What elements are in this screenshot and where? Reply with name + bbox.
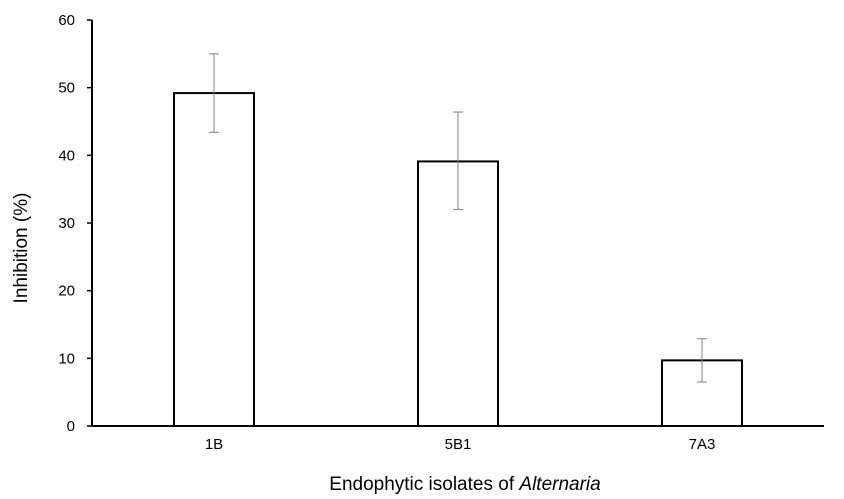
error-bar-5B1: [453, 111, 463, 210]
y-tick-label: 50: [58, 80, 75, 97]
x-tick-label-1B: 1B: [205, 436, 223, 453]
error-bars-group: [209, 53, 707, 383]
error-bar-7A3: [697, 338, 707, 383]
x-axis-title: Endophytic isolates of Alternaria: [329, 474, 600, 495]
y-tick-label: 20: [58, 283, 75, 300]
error-bar-1B: [209, 53, 219, 133]
y-axis-title: Inhibition (%): [11, 193, 32, 304]
x-tick-label-7A3: 7A3: [689, 436, 716, 453]
y-tick-label: 30: [58, 215, 75, 232]
x-tick-label-5B1: 5B1: [445, 436, 472, 453]
y-tick-label: 60: [58, 12, 75, 29]
bar-1B: [173, 92, 255, 428]
y-axis-ticks: 0 10 20 30 40 50 60: [58, 12, 92, 435]
y-tick-label: 10: [58, 350, 75, 367]
y-tick-label: 40: [58, 147, 75, 164]
y-tick-label: 0: [67, 418, 75, 435]
x-axis-title-prefix: Endophytic isolates of: [329, 474, 519, 495]
x-axis-title-italic: Alternaria: [518, 474, 600, 495]
x-axis-tick-labels: 1B 5B1 7A3: [205, 436, 716, 453]
